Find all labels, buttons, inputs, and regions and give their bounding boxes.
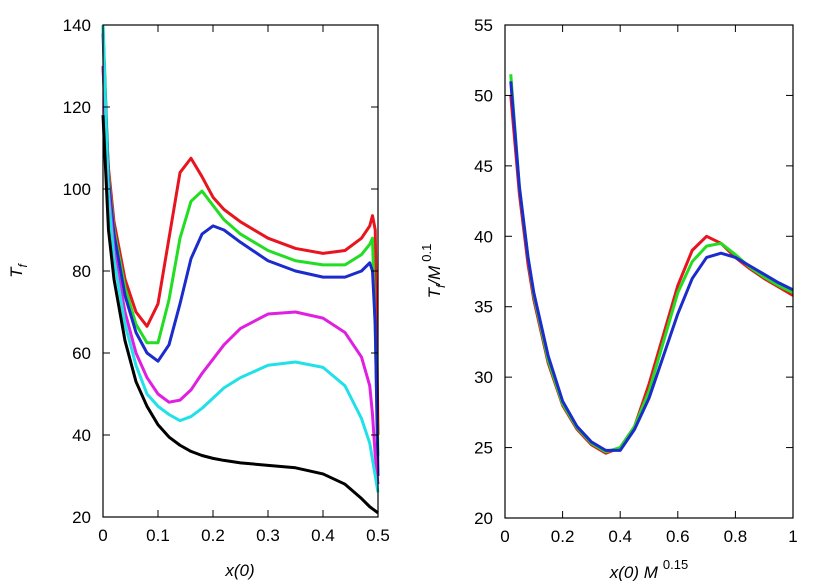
y-tick-label: 60 [72, 344, 91, 363]
y-tick-label: 25 [474, 439, 493, 458]
label-part: f [16, 262, 30, 267]
y-tick-label: 45 [474, 157, 493, 176]
y-tick-label: 40 [474, 227, 493, 246]
data-line [509, 81, 794, 452]
x-tick-label: 0.2 [551, 527, 575, 546]
label-part: 0.15 [663, 557, 688, 572]
y-tick-label: 80 [72, 262, 91, 281]
y-tick-label: 30 [474, 368, 493, 387]
y-axis-label: Tf [7, 262, 30, 277]
label-part: 0.1 [419, 244, 434, 262]
y-tick-label: 20 [72, 508, 91, 527]
plot-frame [102, 24, 379, 518]
x-tick-label: 0 [98, 526, 107, 545]
data-line [509, 95, 794, 455]
y-tick-label: 20 [474, 509, 493, 528]
x-tick-label: 0.4 [311, 526, 335, 545]
data-line [509, 74, 794, 454]
x-tick-label: 0 [500, 527, 509, 546]
label-part: x(0) M [609, 563, 659, 581]
data-line [101, 24, 380, 493]
label-part: f [434, 283, 448, 288]
y-tick-label: 40 [72, 426, 91, 445]
label-part: T [7, 266, 26, 278]
y-tick-label: 35 [474, 298, 493, 317]
plot-frame [504, 24, 794, 519]
y-tick-label: 140 [63, 16, 91, 35]
x-tick-label: 0.4 [608, 527, 632, 546]
label-part: /M [425, 265, 444, 286]
y-tick-label: 55 [474, 16, 493, 35]
data-line [101, 115, 379, 515]
x-tick-label: 0.6 [666, 527, 690, 546]
y-tick-label: 120 [63, 98, 91, 117]
y-tick-label: 100 [63, 180, 91, 199]
x-tick-label: 0.3 [256, 526, 280, 545]
x-tick-label: 0.2 [201, 526, 225, 545]
y-axis-label: Tf/M 0.1 [419, 244, 448, 299]
x-tick-label: 1 [788, 527, 797, 546]
data-line [101, 33, 380, 477]
x-tick-label: 0.5 [366, 526, 390, 545]
x-tick-label: 0.1 [146, 526, 170, 545]
y-tick-label: 50 [474, 86, 493, 105]
x-axis-label: x(0) [224, 561, 254, 580]
x-tick-label: 0.8 [724, 527, 748, 546]
label-part: T [425, 286, 444, 298]
data-line [101, 65, 380, 436]
x-axis-label: x(0) M 0.15 [609, 557, 688, 581]
data-line [101, 65, 380, 485]
data-line [101, 24, 380, 456]
